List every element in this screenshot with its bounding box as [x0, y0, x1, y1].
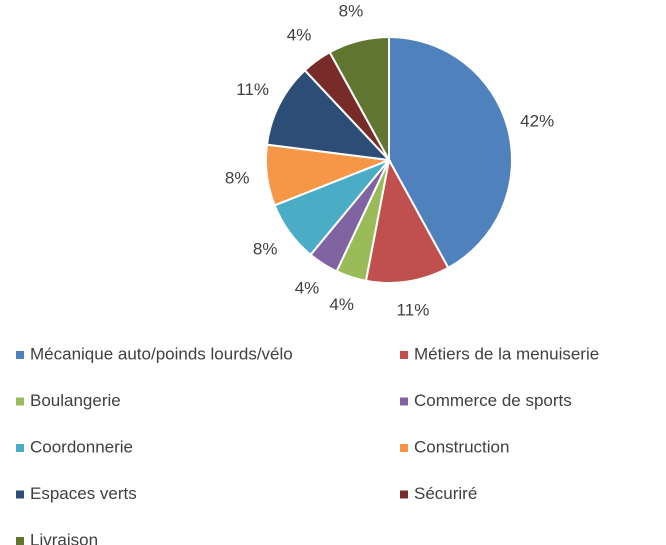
legend-label: Métiers de la menuiserie [414, 344, 599, 363]
pie-slice [328, 35, 390, 161]
legend-marker [16, 490, 24, 499]
legend-marker [16, 397, 24, 406]
data-label: 4% [287, 26, 312, 45]
data-label: 42% [520, 111, 554, 130]
data-label: 11% [397, 301, 430, 320]
pie-slice [364, 157, 450, 284]
data-label: 8% [253, 239, 278, 258]
legend-label: Commerce de sports [414, 391, 572, 410]
legend-label: Sécuriré [414, 484, 477, 503]
legend-marker [16, 444, 24, 452]
legend-label: Coordonnerie [30, 437, 133, 456]
data-label: 4% [329, 295, 354, 314]
legend-label: Mécanique auto/poinds lourds/vélo [30, 344, 293, 363]
legend-marker [400, 490, 408, 499]
legend-label: Construction [414, 437, 509, 456]
pie-slice [388, 35, 513, 270]
data-label: 8% [339, 1, 364, 20]
legend-marker [400, 444, 408, 452]
legend-marker [16, 351, 24, 359]
legend-marker [16, 537, 24, 545]
data-label: 8% [225, 169, 250, 188]
legend-label: Boulangerie [30, 391, 121, 410]
legend-label: Espaces verts [30, 484, 137, 503]
data-label: 11% [236, 80, 269, 99]
pie-slice [265, 68, 392, 162]
legend-marker [400, 397, 408, 406]
data-label: 4% [295, 279, 320, 298]
legend-label: Livraison [30, 530, 98, 545]
legend-marker [400, 351, 408, 359]
